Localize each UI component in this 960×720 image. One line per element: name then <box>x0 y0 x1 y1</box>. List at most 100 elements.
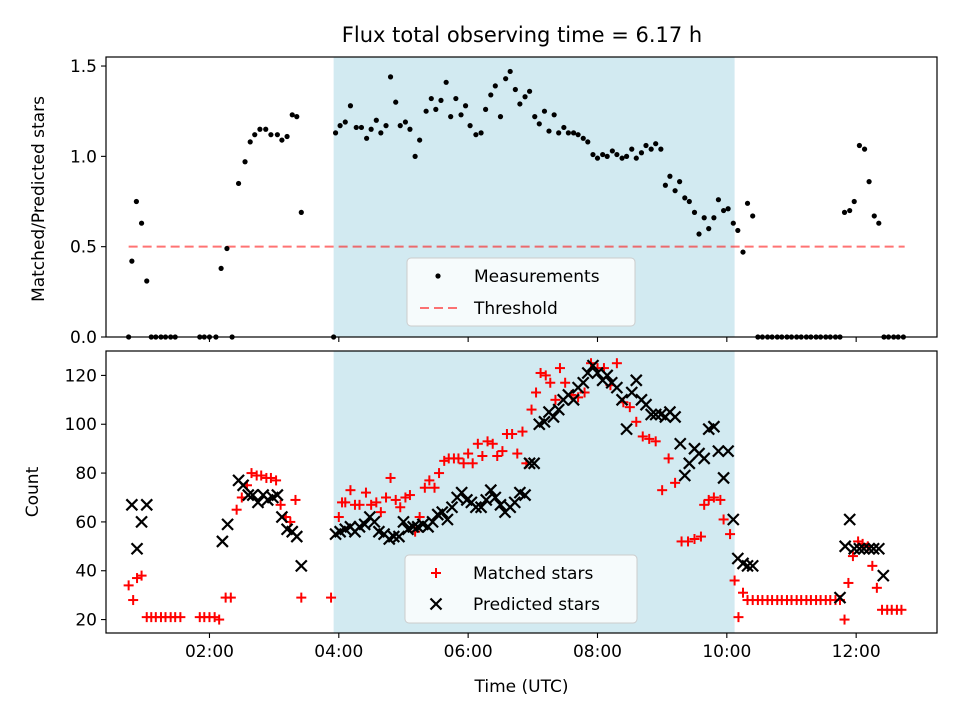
measurement-point <box>696 231 702 237</box>
predicted-star-point <box>717 471 730 485</box>
matched-star-point <box>545 377 556 388</box>
measurement-point <box>407 126 413 132</box>
matched-star-point <box>725 529 736 540</box>
measurement-point <box>438 97 444 103</box>
predicted-star-point <box>392 530 406 543</box>
matched-star-point <box>497 446 508 457</box>
predicted-star-point <box>567 393 580 407</box>
predicted-star-point <box>246 488 260 502</box>
measurement-point <box>570 130 577 136</box>
measurement-point <box>861 146 868 152</box>
matched-star-point <box>385 472 396 483</box>
measurement-point <box>565 130 571 136</box>
matched-star-point <box>381 492 392 503</box>
matched-star-point <box>512 448 523 459</box>
matched-star-point <box>482 436 493 447</box>
predicted-star-point <box>469 500 483 514</box>
measurement-point <box>138 220 145 226</box>
predicted-star-point <box>741 559 754 573</box>
matched-star-point <box>371 497 382 508</box>
measurement-point <box>337 123 343 129</box>
matched-star-point <box>375 507 386 518</box>
matched-star-point <box>123 580 134 591</box>
measurement-point <box>851 198 857 205</box>
measurement-point <box>423 108 429 114</box>
predicted-star-point <box>508 496 521 509</box>
y-tick-label: 120 <box>65 366 97 386</box>
measurement-point <box>536 121 542 127</box>
measurement-point <box>706 226 712 232</box>
predicted-star-point <box>140 498 154 512</box>
measurement-point <box>235 180 242 187</box>
predicted-star-point <box>673 437 687 451</box>
bottom-legend-box <box>404 554 638 624</box>
measurement-point <box>478 130 484 136</box>
matched-star-point <box>492 450 503 461</box>
matched-star-point <box>246 468 257 479</box>
measurement-point <box>662 182 668 188</box>
predicted-star-point <box>135 515 148 529</box>
matched-star-point <box>275 499 286 510</box>
bottom-x-axis-label: Time (UTC) <box>474 677 569 697</box>
predicted-star-point <box>271 488 284 502</box>
predicted-star-point <box>600 369 614 382</box>
predicted-star-point <box>697 452 711 465</box>
matched-star-point <box>326 592 337 603</box>
predicted-star-point <box>615 393 629 407</box>
predicted-stars-series <box>125 359 890 604</box>
legend-cross-glyph <box>429 597 443 611</box>
legend-predicted-label: Predicted stars <box>473 595 600 615</box>
legend-matched-marker <box>431 568 441 578</box>
measurement-point <box>458 112 464 118</box>
matched-star-point <box>729 575 740 586</box>
matched-star-point <box>554 363 565 374</box>
measurement-point <box>614 151 620 158</box>
predicted-star-point <box>474 500 488 514</box>
measurement-point <box>580 135 586 141</box>
measurement-point <box>856 142 862 149</box>
legend-predicted-marker <box>429 597 443 611</box>
measurement-point <box>648 146 654 152</box>
y-tick-label: 1.0 <box>70 147 97 167</box>
predicted-star-point <box>678 469 692 482</box>
measurement-point <box>701 215 707 221</box>
predicted-star-point <box>251 496 265 509</box>
measurement-point <box>133 198 139 205</box>
matched-star-point <box>419 482 430 493</box>
matched-star-point <box>404 490 415 501</box>
measurement-point <box>284 133 290 140</box>
measurement-point <box>590 151 596 158</box>
measurement-point <box>497 114 504 120</box>
y-tick-label: 100 <box>65 415 97 435</box>
x-tick-label: 02:00 <box>185 642 234 662</box>
measurement-point <box>247 139 253 145</box>
predicted-star-point <box>527 457 541 470</box>
matched-star-point <box>843 577 854 588</box>
predicted-star-point <box>479 493 493 507</box>
matched-star-point <box>256 470 267 481</box>
predicted-star-point <box>387 530 401 543</box>
matched-star-point <box>703 494 714 505</box>
measurement-point <box>517 101 523 107</box>
predicted-star-point <box>426 515 439 529</box>
top-legend-box <box>406 257 636 327</box>
measurement-point <box>585 139 591 145</box>
measurement-point <box>263 126 269 132</box>
predicted-star-point <box>236 479 250 492</box>
matched-star-point <box>663 453 674 464</box>
measurement-point <box>561 124 567 131</box>
matched-star-point <box>847 551 858 562</box>
x-tick-label: 08:00 <box>573 642 622 662</box>
legend-measurements-marker <box>435 273 441 279</box>
matched-star-point <box>429 482 440 493</box>
measurement-point <box>503 76 509 82</box>
matched-star-point <box>689 534 700 544</box>
predicted-star-point <box>489 491 502 504</box>
predicted-star-point <box>445 500 459 514</box>
measurement-point <box>274 132 280 138</box>
measurement-point <box>643 142 649 149</box>
measurement-point <box>720 207 727 214</box>
x-tick-label: 10:00 <box>702 642 751 662</box>
measurement-point <box>492 83 498 89</box>
measurement-point <box>841 209 848 215</box>
